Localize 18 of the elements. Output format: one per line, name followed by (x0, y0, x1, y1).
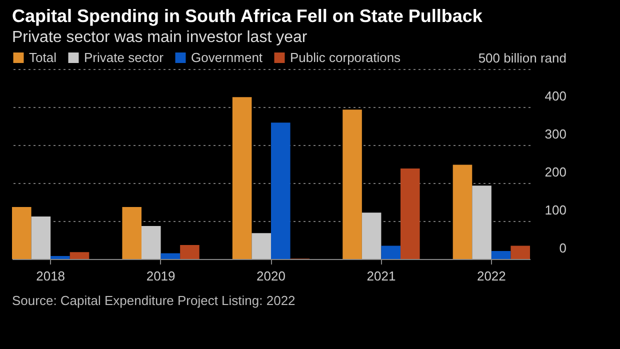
y-tick-label: 300 (544, 126, 566, 142)
chart-subtitle: Private sector was main investor last year (12, 29, 308, 46)
y-tick-label: 100 (544, 202, 566, 218)
x-tick-label: 2018 (36, 268, 66, 284)
x-tick-label: 2022 (476, 268, 506, 284)
y-tick-label: 400 (544, 88, 566, 104)
legend-label: Total (29, 50, 57, 65)
x-tick-label: 2021 (366, 268, 396, 284)
y-tick-label: 0 (559, 240, 566, 256)
legend-label: Private sector (84, 50, 164, 65)
x-tick-label: 2019 (146, 268, 176, 284)
source-note: Source: Capital Expenditure Project Listing: 2022 (12, 293, 296, 308)
y-tick-label: 500 billion rand (478, 50, 566, 66)
y-tick-label: 200 (544, 164, 566, 180)
legend-label: Government (191, 50, 263, 65)
chart-title: Capital Spending in South Africa Fell on State Pullback (12, 6, 484, 26)
legend-label: Public corporations (290, 50, 402, 65)
x-tick-label: 2020 (256, 268, 286, 284)
